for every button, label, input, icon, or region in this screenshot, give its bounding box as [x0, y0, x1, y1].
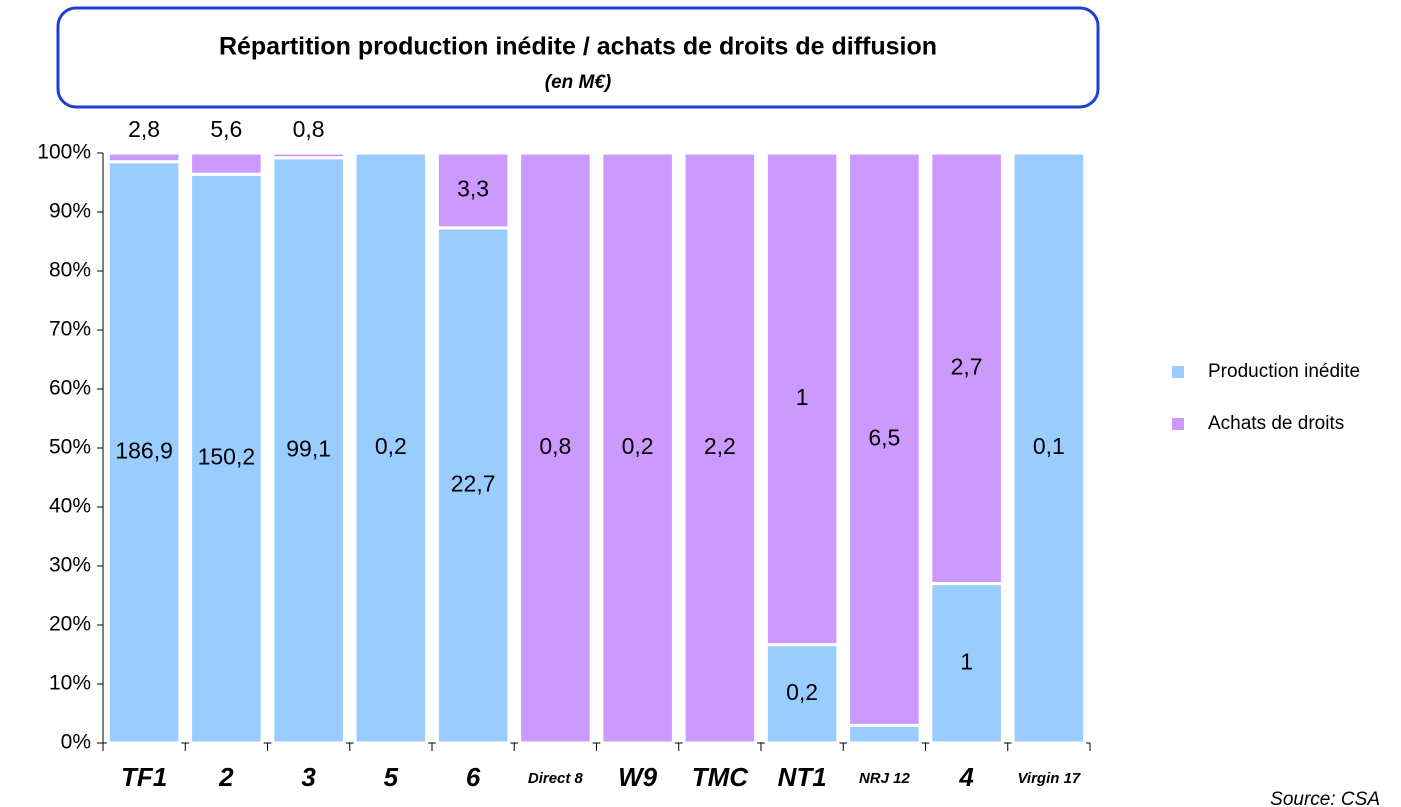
value-label: 2,8: [128, 116, 160, 142]
legend-swatch: [1172, 418, 1184, 430]
legend-label: Achats de droits: [1208, 413, 1344, 434]
value-label: 150,2: [198, 444, 256, 470]
bar-segment: [435, 226, 511, 745]
y-tick-label: 40%: [49, 495, 91, 518]
value-label: 22,7: [451, 471, 496, 497]
bar-segment: [847, 723, 922, 745]
legend-swatch: [1172, 366, 1184, 378]
bar-segment: [600, 151, 675, 745]
y-tick-label: 50%: [49, 436, 91, 459]
bar-segment: [929, 151, 1004, 586]
x-tick-label: TF1: [121, 762, 167, 792]
y-tick-label: 70%: [49, 318, 91, 341]
value-label: 6,5: [868, 424, 900, 450]
x-tick-label: 2: [218, 762, 234, 792]
bar-segment: [353, 151, 429, 745]
bar-segment: [106, 160, 182, 745]
value-label: 0,8: [539, 433, 571, 459]
x-tick-label: Virgin 17: [1017, 770, 1080, 787]
bar-segment: [764, 643, 840, 745]
value-label: 0,1: [1033, 433, 1065, 459]
x-tick-label: NRJ 12: [859, 770, 911, 787]
source-note: Source: CSA: [1270, 789, 1380, 807]
bar-segment: [271, 156, 346, 745]
bar-segment: [929, 582, 1004, 745]
y-tick-label: 0%: [61, 731, 91, 754]
y-tick-label: 10%: [49, 672, 91, 695]
value-label: 1: [796, 384, 809, 410]
bar-segment: [682, 151, 758, 745]
bar-segment: [189, 151, 264, 176]
value-label: 0,8: [293, 116, 325, 142]
bar-segment: [518, 151, 593, 745]
x-tick-label: 5: [384, 762, 399, 792]
bar-segment: [1011, 151, 1087, 745]
value-label: 3,3: [457, 176, 489, 202]
x-tick-label: TMC: [692, 762, 750, 792]
legend-label: Production inédite: [1208, 361, 1360, 382]
x-tick-label: W9: [618, 762, 658, 792]
x-tick-label: Direct 8: [528, 770, 584, 787]
value-label: 186,9: [115, 437, 173, 463]
bar-segment: [435, 151, 511, 230]
chart-subtitle: (en M€): [545, 72, 612, 93]
title-box: [56, 6, 1100, 109]
value-label: 0,2: [375, 433, 407, 459]
value-label: 1: [960, 648, 973, 674]
value-label: 0,2: [786, 679, 818, 705]
bar-segment: [189, 172, 264, 745]
y-tick-label: 20%: [49, 613, 91, 636]
y-tick-label: 90%: [49, 200, 91, 223]
value-label: 5,6: [210, 116, 242, 142]
y-tick-label: 80%: [49, 259, 91, 282]
y-tick-label: 30%: [49, 554, 91, 577]
value-label: 2,7: [951, 353, 983, 379]
bar-segment: [106, 151, 182, 164]
bar-segment: [764, 151, 840, 647]
value-label: 99,1: [286, 435, 331, 461]
bar-segment: [271, 151, 346, 160]
y-tick-label: 60%: [49, 377, 91, 400]
x-tick-label: 6: [466, 762, 481, 792]
x-tick-label: NT1: [778, 762, 827, 792]
y-tick-label: 100%: [37, 141, 91, 164]
x-tick-label: 3: [301, 762, 316, 792]
x-tick-label: 4: [958, 762, 974, 792]
value-label: 2,2: [704, 433, 736, 459]
value-label: 0,2: [622, 433, 654, 459]
chart-title: Répartition production inédite / achats …: [219, 33, 937, 61]
bar-segment: [847, 151, 922, 727]
